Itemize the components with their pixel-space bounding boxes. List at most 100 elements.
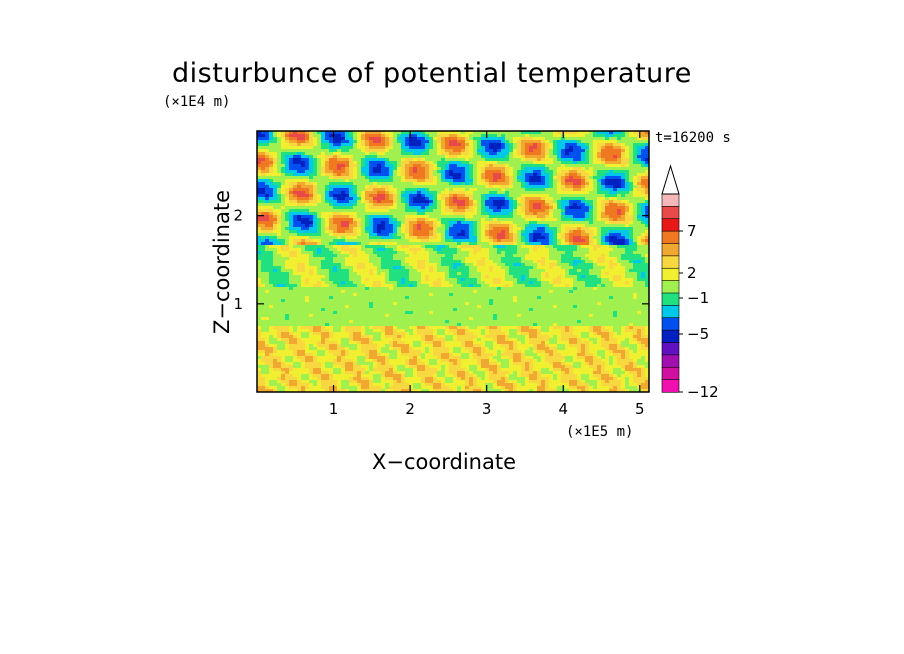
heatmap-cell bbox=[333, 260, 338, 264]
heatmap-cell bbox=[629, 188, 634, 192]
heatmap-cell bbox=[385, 281, 390, 285]
heatmap-cell bbox=[257, 179, 262, 183]
heatmap-cell bbox=[489, 143, 494, 147]
heatmap-cell bbox=[421, 161, 426, 165]
heatmap-cell bbox=[637, 245, 642, 249]
heatmap-cell bbox=[477, 215, 482, 219]
heatmap-cell bbox=[337, 224, 342, 228]
heatmap-cell bbox=[401, 200, 406, 204]
heatmap-cell bbox=[441, 170, 446, 174]
heatmap-cell bbox=[277, 155, 282, 159]
heatmap-cell bbox=[293, 281, 298, 285]
heatmap-cell bbox=[381, 236, 386, 240]
heatmap-cell bbox=[473, 233, 478, 237]
heatmap-cell bbox=[389, 227, 394, 231]
heatmap-cell bbox=[513, 134, 518, 138]
heatmap-cell bbox=[581, 155, 586, 159]
heatmap-cell bbox=[541, 188, 546, 192]
heatmap-cell bbox=[317, 182, 322, 186]
heatmap-cell bbox=[289, 221, 294, 225]
heatmap-cell bbox=[305, 227, 310, 231]
heatmap-cell bbox=[313, 242, 318, 246]
heatmap-cell bbox=[353, 221, 358, 225]
heatmap-cell bbox=[401, 164, 406, 168]
heatmap-cell bbox=[309, 260, 314, 264]
heatmap-cell bbox=[281, 194, 286, 198]
heatmap-cell bbox=[381, 137, 386, 141]
heatmap-cell bbox=[429, 278, 434, 282]
heatmap-cell bbox=[269, 236, 274, 240]
heatmap-cell bbox=[517, 251, 522, 255]
heatmap-cell bbox=[509, 245, 514, 249]
heatmap-cell bbox=[497, 209, 502, 213]
heatmap-cell bbox=[557, 260, 562, 264]
heatmap-cell bbox=[329, 209, 334, 213]
heatmap-cell bbox=[525, 143, 530, 147]
heatmap-cell bbox=[521, 275, 526, 279]
heatmap-cell bbox=[633, 134, 638, 138]
heatmap-cell bbox=[405, 215, 410, 219]
heatmap-cell bbox=[389, 236, 394, 240]
heatmap-cell bbox=[269, 131, 274, 135]
heatmap-cell bbox=[465, 167, 470, 171]
heatmap-cell bbox=[549, 233, 554, 237]
heatmap-cell bbox=[553, 248, 558, 252]
heatmap-cell bbox=[589, 251, 594, 255]
heatmap-cell bbox=[529, 176, 534, 180]
heatmap-cell bbox=[565, 281, 570, 285]
heatmap-cell bbox=[361, 143, 366, 147]
heatmap-cell bbox=[613, 164, 618, 168]
heatmap-cell bbox=[525, 170, 530, 174]
heatmap-cell bbox=[477, 155, 482, 159]
heatmap-cell bbox=[273, 206, 278, 210]
heatmap-cell bbox=[545, 164, 550, 168]
heatmap-cell bbox=[473, 215, 478, 219]
heatmap-cell bbox=[293, 149, 298, 153]
heatmap-cell bbox=[621, 257, 626, 261]
heatmap-cell bbox=[337, 179, 342, 183]
heatmap-cell bbox=[597, 179, 602, 183]
heatmap-cell bbox=[285, 209, 290, 213]
heatmap-cell bbox=[497, 281, 502, 285]
heatmap-cell bbox=[381, 242, 386, 246]
heatmap-cell bbox=[365, 182, 370, 186]
heatmap-cell bbox=[541, 224, 546, 228]
heatmap-cell bbox=[553, 176, 558, 180]
heatmap-cell bbox=[321, 188, 326, 192]
heatmap-cell bbox=[305, 152, 310, 156]
heatmap-cell bbox=[381, 143, 386, 147]
heatmap-cell bbox=[405, 257, 410, 261]
heatmap-cell bbox=[369, 203, 374, 207]
heatmap-cell bbox=[341, 194, 346, 198]
heatmap-cell bbox=[497, 218, 502, 222]
heatmap-cell bbox=[625, 260, 630, 264]
heatmap-cell bbox=[305, 200, 310, 204]
heatmap-cell bbox=[521, 260, 526, 264]
heatmap-cell bbox=[645, 257, 649, 261]
heatmap-cell bbox=[273, 161, 278, 165]
heatmap-cell bbox=[601, 173, 606, 177]
heatmap-cell bbox=[641, 254, 646, 258]
heatmap-cell bbox=[425, 167, 430, 171]
heatmap-cell bbox=[613, 200, 618, 204]
heatmap-cell bbox=[489, 248, 494, 252]
heatmap-cell bbox=[637, 173, 642, 177]
heatmap-cell bbox=[625, 191, 630, 195]
heatmap-cell bbox=[325, 224, 330, 228]
heatmap-cell bbox=[277, 269, 282, 273]
heatmap-cell bbox=[553, 200, 558, 204]
heatmap-cell bbox=[345, 227, 350, 231]
heatmap-cell bbox=[421, 131, 426, 135]
heatmap-cell bbox=[553, 173, 558, 177]
heatmap-cell bbox=[365, 239, 370, 243]
heatmap-cell bbox=[509, 272, 514, 276]
heatmap-cell bbox=[541, 272, 546, 276]
heatmap-cell bbox=[449, 218, 454, 222]
heatmap-cell bbox=[277, 137, 282, 141]
heatmap-cell bbox=[621, 179, 626, 183]
heatmap-cell bbox=[517, 203, 522, 207]
heatmap-cell bbox=[261, 194, 266, 198]
heatmap-cell bbox=[373, 272, 378, 276]
heatmap-cell bbox=[453, 245, 458, 249]
heatmap-cell bbox=[517, 281, 522, 285]
